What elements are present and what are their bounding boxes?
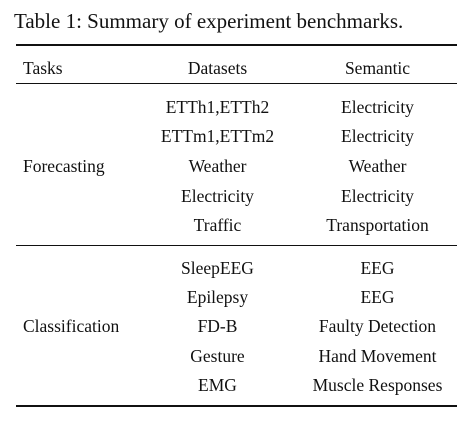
dataset-cell: Gesture: [190, 346, 245, 366]
semantic-cell: Faulty Detection: [318, 316, 437, 336]
dataset-cell: ETTm1,ETTm2: [160, 126, 275, 146]
task-classification: Classification: [23, 316, 120, 336]
dataset-cell: SleepEEG: [181, 258, 254, 278]
header-semantic: Semantic: [344, 58, 411, 78]
semantic-cell: Hand Movement: [318, 346, 437, 366]
table-caption: Table 1: Summary of experiment benchmark…: [14, 9, 404, 33]
semantic-cell: Electricity: [341, 186, 414, 206]
dataset-cell: ETTh1,ETTh2: [165, 97, 270, 117]
semantic-cell: Electricity: [341, 126, 414, 146]
semantic-cell: Weather: [348, 156, 407, 176]
semantic-cell: Transportation: [326, 215, 429, 235]
header-tasks: Tasks: [23, 58, 63, 78]
dataset-cell: Weather: [188, 156, 247, 176]
dataset-cell: Electricity: [181, 186, 254, 206]
dataset-cell: Epilepsy: [186, 287, 249, 307]
semantic-cell: EEG: [360, 258, 395, 278]
semantic-cell: Electricity: [341, 97, 414, 117]
table-group-rule: [16, 245, 457, 246]
table-top-rule: [16, 44, 457, 46]
dataset-cell: EMG: [198, 375, 237, 395]
semantic-cell: Muscle Responses: [312, 375, 443, 395]
semantic-cell: EEG: [360, 287, 395, 307]
dataset-cell: Traffic: [193, 215, 242, 235]
table-header-rule: [16, 83, 457, 84]
task-forecasting: Forecasting: [23, 156, 105, 176]
dataset-cell: FD-B: [197, 316, 238, 336]
table-bottom-rule: [16, 405, 457, 407]
header-datasets: Datasets: [187, 58, 248, 78]
